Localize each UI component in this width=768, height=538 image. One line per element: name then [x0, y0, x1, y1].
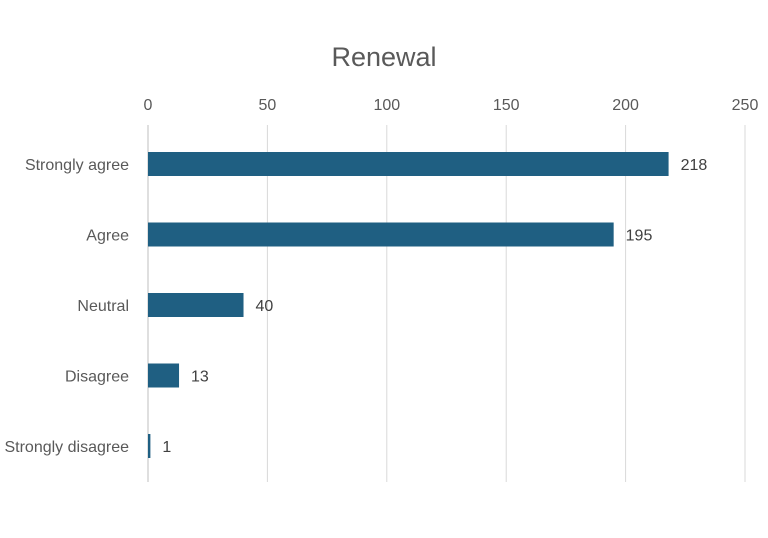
x-tick-label: 0: [144, 97, 153, 114]
data-label: 13: [191, 369, 209, 386]
data-labels: 218 195 40 13 1: [162, 157, 707, 456]
data-label: 40: [256, 298, 274, 315]
x-tick-label: 250: [732, 97, 759, 114]
bars: [148, 152, 669, 458]
category-label: Strongly disagree: [4, 439, 129, 456]
category-label: Neutral: [77, 298, 129, 315]
gridlines: [147, 125, 746, 482]
x-tick-label: 50: [259, 97, 277, 114]
category-label: Strongly agree: [25, 157, 129, 174]
category-labels: Strongly agree Agree Neutral Disagree Strong…: [4, 157, 129, 456]
bar: [148, 363, 180, 388]
category-label: Agree: [86, 228, 129, 245]
x-tick-label: 150: [493, 97, 520, 114]
x-axis: 0 50 100 150 200 250: [144, 97, 759, 114]
data-label: 1: [162, 439, 171, 456]
category-label: Disagree: [65, 369, 129, 386]
data-label: 218: [681, 157, 708, 174]
data-label: 195: [626, 228, 653, 245]
bar: [148, 222, 614, 247]
chart-title: Renewal: [331, 42, 437, 72]
bar: [148, 293, 244, 317]
x-tick-label: 200: [612, 97, 639, 114]
x-tick-label: 100: [373, 97, 400, 114]
bar: [148, 152, 669, 176]
bar: [148, 434, 151, 458]
